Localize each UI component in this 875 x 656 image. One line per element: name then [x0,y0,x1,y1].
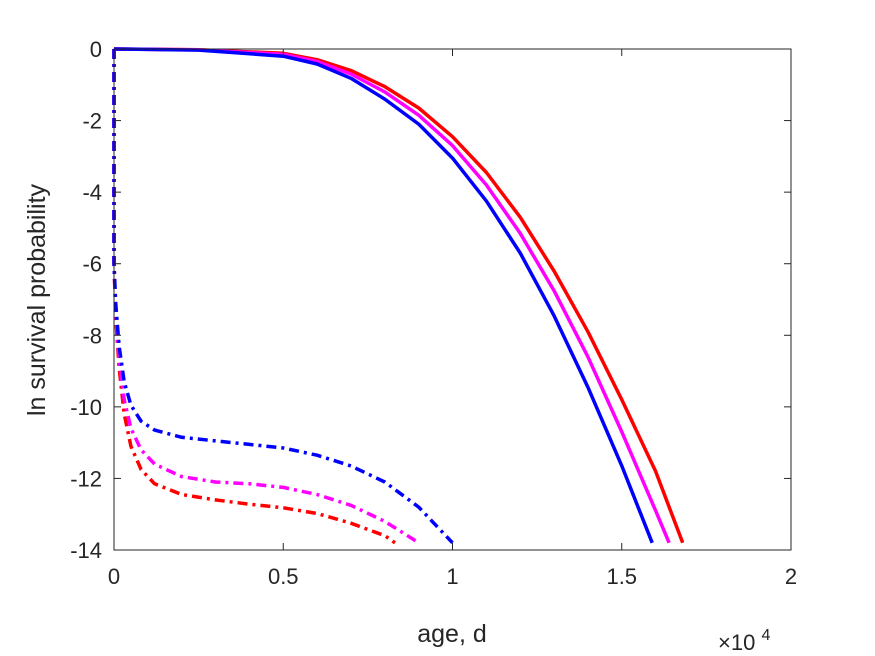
y-axis-label: ln survival probability [23,183,51,416]
y-tick-label: -8 [82,323,102,348]
x-exponent-power: 4 [761,627,770,644]
x-exponent-base: ×10 [718,630,755,655]
series-line-2 [113,47,671,544]
y-tick-label: 0 [90,37,102,62]
ticks-layer: 0 0.5 1 1.5 2 0 -2 -4 -6 -8 -10 -12 -14 [70,37,797,589]
x-tick-label: 2 [785,564,797,589]
x-tick-label: 1.5 [606,564,637,589]
x-exponent-label: ×10 4 [718,627,770,655]
y-tick-label: -4 [82,180,102,205]
y-tick-label: -6 [82,252,102,277]
series-line-3 [113,47,654,544]
x-axis-label: age, d [417,620,487,648]
series-layer [112,47,685,545]
x-tick-label: 0.5 [268,564,299,589]
x-tick-label: 0 [108,564,120,589]
plot-background [114,49,791,550]
series-line-5 [112,49,420,545]
series-line-6 [112,49,454,545]
y-tick-label: -10 [70,395,102,420]
y-tick-label: -14 [70,538,102,563]
x-tick-label: 1 [446,564,458,589]
y-tick-label: -12 [70,466,102,491]
y-tick-label: -2 [82,109,102,134]
